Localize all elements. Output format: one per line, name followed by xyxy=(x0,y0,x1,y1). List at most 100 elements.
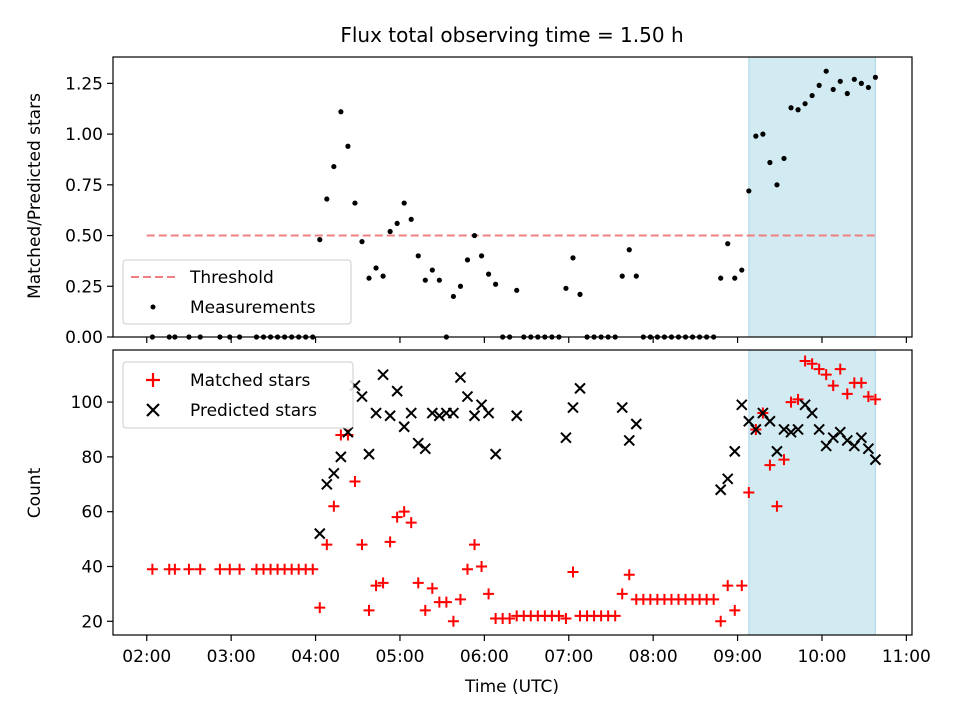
x-tick-label: 08:00 xyxy=(629,647,678,667)
predicted-stars-point xyxy=(764,415,776,427)
predicted-stars-point xyxy=(363,448,375,460)
x-tick-label: 03:00 xyxy=(207,647,256,667)
matched-stars-point xyxy=(440,596,452,608)
matched-stars-point xyxy=(715,615,727,627)
matched-stars-point xyxy=(363,604,375,616)
matched-stars-point xyxy=(785,396,797,408)
highlight-span-rect xyxy=(748,349,876,636)
top-legend: Threshold Measurements xyxy=(122,259,352,325)
matched-stars-point xyxy=(743,487,755,498)
matched-stars-point xyxy=(771,500,783,512)
measurement-point xyxy=(823,68,829,74)
matched-stars-point xyxy=(307,563,319,575)
predicted-stars-point xyxy=(785,426,797,438)
predicted-stars-point xyxy=(328,467,340,480)
matched-stars-point xyxy=(560,613,572,625)
measurement-point xyxy=(345,143,351,149)
predicted-stars-point xyxy=(461,390,474,403)
matched-stars-point xyxy=(841,388,853,400)
measurement-point xyxy=(739,267,745,273)
matched-stars-point xyxy=(862,391,874,403)
matched-stars-point xyxy=(384,536,396,548)
measurement-point xyxy=(746,188,752,194)
top-plot-frame xyxy=(112,56,913,338)
predicted-stars-point xyxy=(489,448,502,460)
matched-stars-point xyxy=(328,500,340,512)
measurement-point xyxy=(781,155,787,162)
matched-stars-point xyxy=(799,355,811,367)
predicted-stars-point xyxy=(482,407,495,419)
predicted-stars-point xyxy=(729,445,741,458)
matched-stars-point xyxy=(234,563,246,575)
measurement-point xyxy=(429,267,435,273)
measurement-point xyxy=(570,255,576,261)
measurement-point xyxy=(324,196,330,202)
y-tick-label: 60 xyxy=(81,503,103,523)
matched-stars-point xyxy=(224,563,236,575)
predicted-stars-point xyxy=(862,442,875,455)
bottom-y-ticks: 20 40 60 80 100 xyxy=(71,393,113,632)
predicted-stars-point xyxy=(454,371,467,384)
measurement-point xyxy=(331,163,337,170)
predicted-stars-point xyxy=(447,407,460,419)
predicted-stars-point xyxy=(771,445,783,458)
matched-stars-point xyxy=(553,610,565,622)
y-tick-label: 0.25 xyxy=(65,277,103,297)
matched-stars-point xyxy=(834,363,846,375)
legend-threshold-label: Threshold xyxy=(189,268,274,288)
measurement-point xyxy=(457,283,464,289)
matched-stars-point xyxy=(194,563,206,575)
x-tick-label: 04:00 xyxy=(291,647,340,667)
matched-stars-point xyxy=(314,602,326,614)
matched-stars-point xyxy=(412,577,424,589)
measurement-point xyxy=(816,82,822,89)
matched-stars-point xyxy=(616,588,628,600)
x-tick-label: 05:00 xyxy=(375,647,424,667)
matched-stars-point xyxy=(820,369,832,381)
y-tick-label: 0.00 xyxy=(65,328,103,348)
measurement-point xyxy=(436,277,442,283)
measurement-point xyxy=(626,247,632,253)
legend-matched-label: Matched stars xyxy=(190,371,310,391)
measurement-point xyxy=(872,74,879,80)
measurement-point xyxy=(760,131,766,137)
top-x-ticks xyxy=(146,337,907,343)
predicted-stars-point xyxy=(574,382,586,395)
predicted-stars-series xyxy=(314,368,882,540)
matched-stars-point xyxy=(405,517,417,529)
y-tick-label: 20 xyxy=(81,612,103,632)
matched-stars-point xyxy=(476,560,488,572)
matched-stars-point xyxy=(461,563,473,575)
measurement-point xyxy=(401,200,407,206)
predicted-stars-point xyxy=(433,410,446,422)
matched-stars-point xyxy=(806,358,818,370)
predicted-stars-point xyxy=(792,423,804,436)
top-legend-box xyxy=(122,259,352,325)
matched-stars-point xyxy=(321,539,333,551)
predicted-stars-point xyxy=(314,527,326,540)
matched-stars-point xyxy=(419,604,431,616)
measurement-point xyxy=(577,291,583,297)
matched-stars-point xyxy=(356,539,368,551)
measurement-point xyxy=(844,90,850,97)
predicted-stars-point xyxy=(869,453,882,466)
matched-stars-point xyxy=(469,539,481,551)
matched-stars-point xyxy=(377,577,389,589)
y-tick-label: 80 xyxy=(81,448,103,468)
measurement-point xyxy=(394,220,400,226)
matched-stars-point xyxy=(827,380,839,392)
matched-stars-point xyxy=(813,363,825,375)
bottom-plot-frame xyxy=(112,349,913,636)
predicted-stars-point xyxy=(321,478,333,490)
bottom-highlight-span xyxy=(748,349,876,636)
matched-stars-point xyxy=(722,580,734,592)
measurement-point xyxy=(619,273,625,279)
matched-stars-point xyxy=(398,506,410,518)
measurement-point xyxy=(865,84,871,91)
measurement-point xyxy=(366,275,372,281)
matched-stars-point xyxy=(183,563,195,575)
measurement-point xyxy=(338,109,344,115)
measurement-point xyxy=(450,293,457,300)
measurement-point xyxy=(493,281,499,287)
